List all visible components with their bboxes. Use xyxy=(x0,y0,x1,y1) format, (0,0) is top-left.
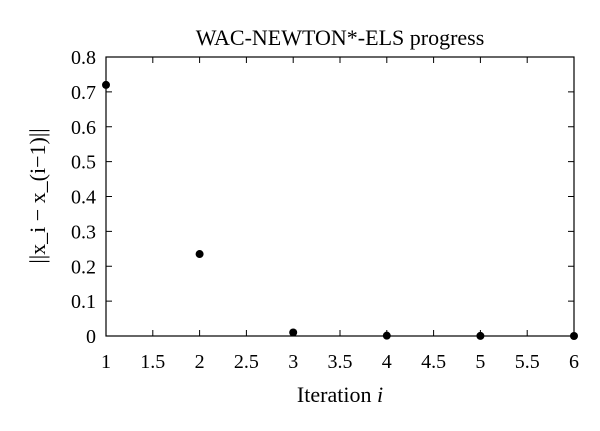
x-tick-label: 3 xyxy=(288,351,298,373)
y-tick-label: 0.4 xyxy=(71,187,96,209)
x-axis-ticks: 1 1.5 2 2.5 3 3.5 4 4.5 5 5.5 6 xyxy=(101,57,579,373)
data-point xyxy=(195,250,204,259)
data-point xyxy=(382,331,391,340)
y-tick-label: 0.7 xyxy=(71,82,96,104)
y-tick-label: 0.1 xyxy=(71,291,96,313)
x-tick-label: 2 xyxy=(195,351,205,373)
y-tick-label: 0.5 xyxy=(71,152,96,174)
x-tick-label: 3.5 xyxy=(328,351,353,373)
data-point xyxy=(289,328,298,337)
data-point xyxy=(476,331,485,340)
x-tick-label: 4.5 xyxy=(421,351,446,373)
data-point xyxy=(102,80,110,89)
plot-area xyxy=(105,56,575,337)
x-tick-label: 4 xyxy=(382,351,392,373)
y-tick-label: 0.2 xyxy=(71,256,96,278)
y-axis-label: ||x_i − x_(i−1)|| xyxy=(25,128,50,263)
data-point xyxy=(570,332,578,340)
x-axis-label-text: Iteration xyxy=(297,382,372,407)
y-axis-ticks: 0 0.1 0.2 0.3 0.4 0.5 0.6 0.7 0.8 xyxy=(71,47,574,348)
x-tick-label: 5.5 xyxy=(515,351,540,373)
data-points xyxy=(102,80,578,340)
y-tick-label: 0 xyxy=(86,326,96,348)
y-tick-label: 0.6 xyxy=(71,117,96,139)
y-tick-label: 0.3 xyxy=(71,221,96,243)
y-tick-label: 0.8 xyxy=(71,47,96,69)
x-tick-label: 2.5 xyxy=(234,351,259,373)
x-axis-label: Iteration i xyxy=(297,382,383,407)
x-tick-label: 6 xyxy=(569,351,579,373)
x-axis-label-var: i xyxy=(377,382,383,407)
chart-title: WAC-NEWTON*-ELS progress xyxy=(196,25,485,50)
x-tick-label: 1 xyxy=(101,351,111,373)
x-tick-label: 1.5 xyxy=(140,351,165,373)
x-tick-label: 5 xyxy=(475,351,485,373)
